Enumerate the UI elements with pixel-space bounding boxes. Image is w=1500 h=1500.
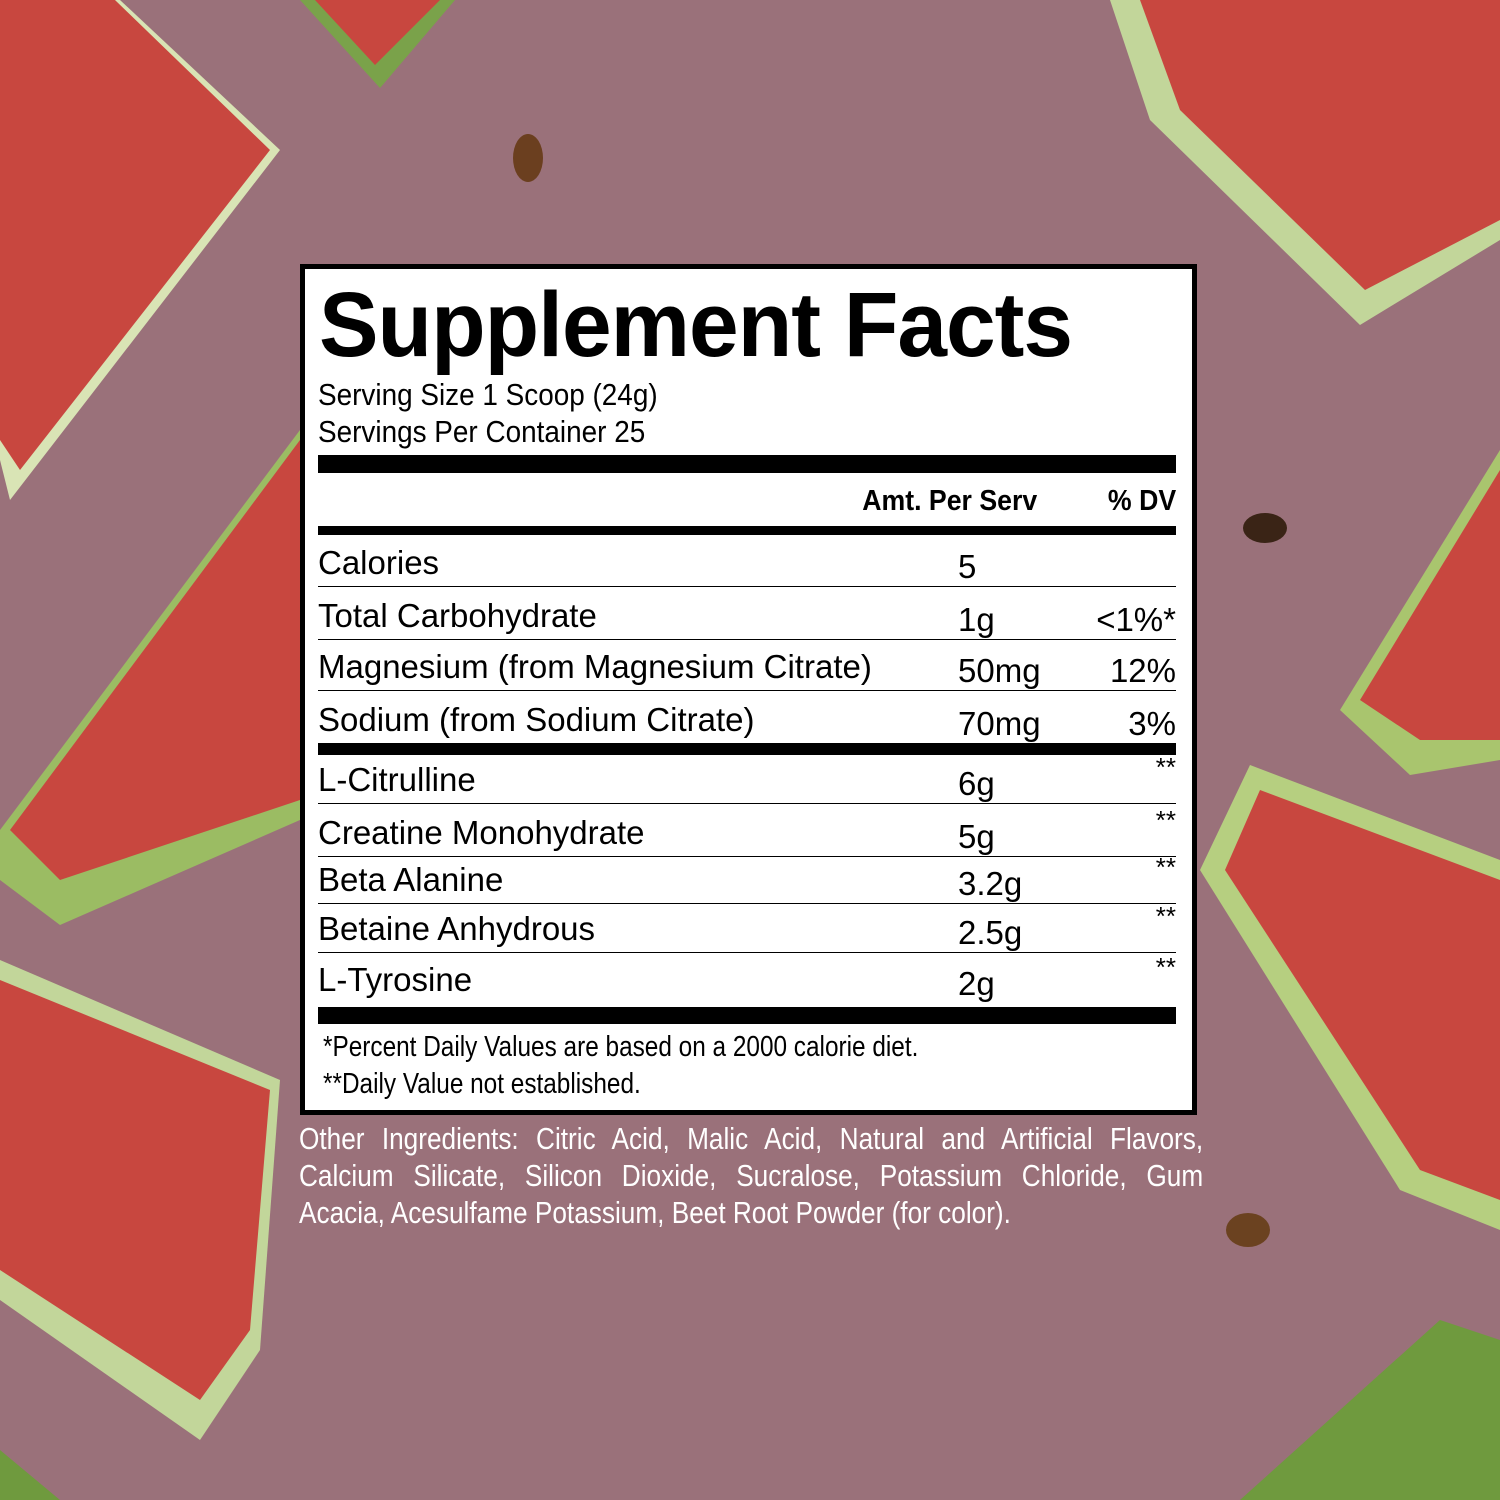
nutrient-amount: 70mg	[958, 705, 1041, 742]
ingredient-name: L-Citrulline	[318, 761, 476, 798]
thick-divider	[318, 455, 1176, 473]
ingredient-dv: **	[1155, 901, 1176, 931]
watermelon-slice-right-mid	[1340, 450, 1500, 775]
nutrient-row: Magnesium (from Magnesium Citrate) 50mg …	[318, 640, 1176, 691]
nutrient-name: Magnesium (from Magnesium Citrate)	[318, 648, 872, 685]
nutrient-name: Sodium (from Sodium Citrate)	[318, 701, 755, 738]
footnote-dv: *Percent Daily Values are based on a 200…	[323, 1031, 919, 1063]
nutrient-row: Calories 5	[318, 535, 1176, 587]
medium-divider	[318, 743, 1176, 755]
footnote-not-established: **Daily Value not established.	[323, 1068, 641, 1100]
watermelon-slice-right-low	[1200, 765, 1500, 1230]
nutrient-dv: 3%	[1128, 705, 1176, 742]
servings-per-container: Servings Per Container 25	[318, 414, 646, 449]
watermelon-slice-top-left	[0, 0, 280, 500]
ingredient-dv: **	[1155, 852, 1176, 882]
nutrient-row: Sodium (from Sodium Citrate) 70mg 3%	[318, 691, 1176, 743]
ingredient-amount: 6g	[958, 765, 995, 802]
nutrient-amount: 1g	[958, 601, 995, 638]
nutrient-dv: <1%*	[1096, 601, 1176, 638]
medium-divider	[318, 526, 1176, 535]
seed-icon	[1226, 1213, 1270, 1247]
ingredient-amount: 3.2g	[958, 865, 1023, 902]
ingredient-dv: **	[1155, 952, 1176, 982]
ingredient-name: Beta Alanine	[318, 861, 504, 898]
watermelon-slice-bottom-right	[1240, 1320, 1500, 1500]
ingredient-name: Creatine Monohydrate	[318, 814, 645, 851]
nutrient-amount: 5	[958, 548, 977, 585]
amount-header: Amt. Per Serv	[862, 485, 1037, 517]
watermelon-slice-top-small	[300, 0, 455, 88]
ingredient-row: L-Tyrosine 2g **	[318, 952, 1176, 1003]
watermelon-slice-top-right	[1110, 0, 1500, 325]
ingredient-amount: 2.5g	[958, 914, 1023, 951]
panel-title: Supplement Facts	[319, 274, 1073, 376]
nutrient-row: Total Carbohydrate 1g <1%*	[318, 587, 1176, 640]
nutrient-dv: 12%	[1109, 652, 1176, 689]
ingredient-row: L-Citrulline 6g **	[318, 752, 1176, 804]
ingredient-row: Beta Alanine 3.2g **	[318, 852, 1176, 904]
nutrient-amount: 50mg	[958, 652, 1041, 689]
dv-header: % DV	[1107, 485, 1176, 517]
ingredient-row: Betaine Anhydrous 2.5g **	[318, 901, 1176, 953]
ingredient-name: L-Tyrosine	[318, 961, 473, 998]
ingredient-amount: 5g	[958, 818, 995, 855]
watermelon-rind-bottom-left	[0, 1450, 60, 1500]
watermelon-slice-left-mid	[0, 430, 300, 925]
seed-icon	[513, 134, 543, 182]
ingredient-dv: **	[1155, 805, 1176, 835]
supplement-facts-panel: Supplement Facts Serving Size 1 Scoop (2…	[300, 264, 1197, 1115]
nutrient-name: Calories	[318, 544, 440, 581]
thick-divider	[318, 1007, 1176, 1024]
seed-icon	[1243, 513, 1287, 543]
ingredient-name: Betaine Anhydrous	[318, 910, 596, 947]
ingredient-row: Creatine Monohydrate 5g **	[318, 804, 1176, 857]
ingredient-amount: 2g	[958, 965, 995, 1002]
other-ingredients: Other Ingredients: Citric Acid, Malic Ac…	[299, 1121, 1204, 1230]
watermelon-slice-bottom-left	[0, 960, 280, 1440]
ingredient-dv: **	[1155, 752, 1176, 782]
serving-size: Serving Size 1 Scoop (24g)	[318, 377, 658, 412]
nutrient-name: Total Carbohydrate	[318, 597, 597, 634]
